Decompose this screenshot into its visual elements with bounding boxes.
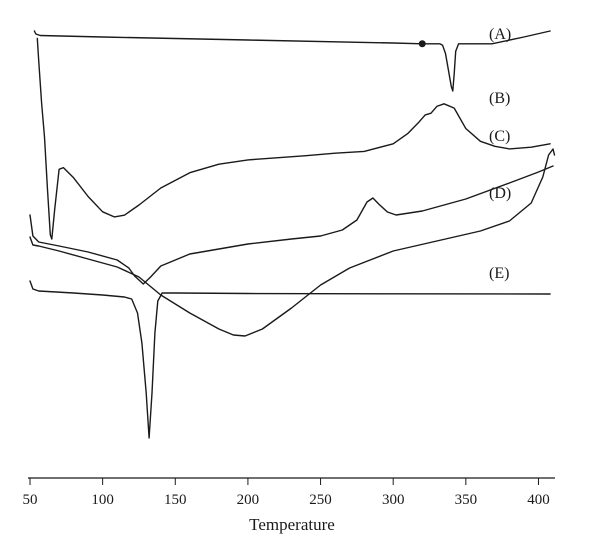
curve-d	[29, 148, 556, 337]
x-axis-title: Temperature	[249, 515, 335, 534]
curve-label-e: (E)	[489, 265, 509, 282]
curve-label-a: (A)	[489, 26, 511, 43]
curve-label-c: (C)	[489, 128, 510, 145]
x-tick-label-200: 200	[237, 492, 260, 508]
curve-c	[29, 165, 554, 285]
x-tick-label-300: 300	[382, 492, 405, 508]
curve-a-marker	[418, 40, 426, 48]
x-tick-label-350: 350	[455, 492, 478, 508]
curve-a	[33, 30, 551, 92]
curve-b	[36, 37, 551, 240]
curve-e	[29, 280, 551, 439]
x-tick-label-250: 250	[309, 492, 332, 508]
x-tick-label-50: 50	[23, 492, 38, 508]
x-tick-label-100: 100	[91, 492, 114, 508]
x-tick-label-150: 150	[164, 492, 187, 508]
x-tick-label-400: 400	[527, 492, 550, 508]
curve-label-d: (D)	[489, 185, 511, 202]
curve-label-b: (B)	[489, 90, 510, 107]
